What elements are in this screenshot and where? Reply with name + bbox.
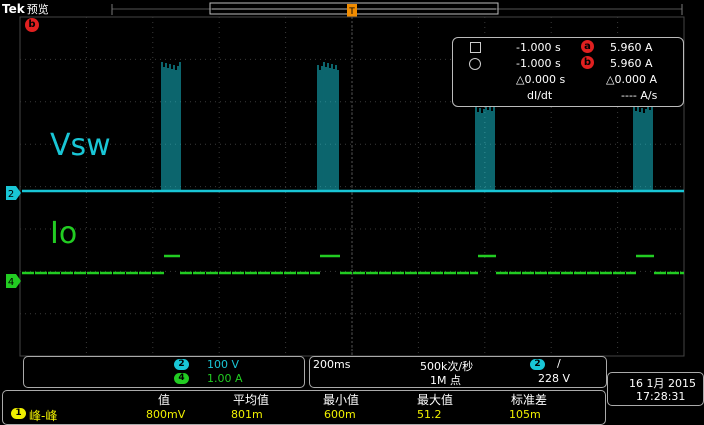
meas-ch1-chip: 1 <box>11 408 26 419</box>
ch4-scale: 1.00 A <box>207 372 243 385</box>
date: 16 1月 2015 <box>629 377 696 390</box>
cursor-a-chip: a <box>581 40 594 53</box>
cursor-a-time: -1.000 s <box>516 41 561 54</box>
trigger-level: 228 V <box>538 372 571 385</box>
meas-value: 800mV <box>146 408 186 421</box>
meas-mean: 801m <box>231 408 263 421</box>
trigger-slope-icon: / <box>557 357 561 370</box>
cursor-delta-time: △0.000 s <box>516 73 566 86</box>
ch2-scale: 100 V <box>207 358 240 371</box>
cursor-b-marker[interactable]: b <box>25 18 39 32</box>
datetime-panel: 16 1月 2015 17:28:31 <box>607 372 704 406</box>
meas-std: 105m <box>509 408 541 421</box>
ch2-ground-marker[interactable]: 2 <box>6 185 22 204</box>
svg-text:4: 4 <box>8 277 14 288</box>
cursor-didt-label: dI/dt <box>527 89 553 102</box>
meas-header-max: 最大值 <box>417 393 454 407</box>
ch2-chip: 2 <box>174 359 189 370</box>
time: 17:28:31 <box>636 390 686 403</box>
brand-logo: Tek <box>2 2 25 16</box>
cursor-b-value: 5.960 A <box>610 57 653 70</box>
ch4-ground-marker[interactable]: 4 <box>6 273 22 292</box>
sample-rate: 500k次/秒 <box>420 360 474 373</box>
vertical-settings-panel[interactable]: 2 100 V 4 1.00 A <box>23 356 305 388</box>
meas-header-min: 最小值 <box>323 393 360 407</box>
meas-header-mean: 平均值 <box>233 393 270 407</box>
meas-max: 51.2 <box>417 408 442 421</box>
cursor-circle-icon <box>469 58 481 70</box>
brand-label: Tek 预览 <box>2 1 49 17</box>
cursor-didt-value: ---- A/s <box>621 89 658 102</box>
svg-text:2: 2 <box>8 189 14 200</box>
cursor-square-icon <box>470 42 481 53</box>
cursor-delta-value: △0.000 A <box>606 73 657 86</box>
ch4-label: Io <box>50 216 78 251</box>
record-length: 1M 点 <box>430 374 461 387</box>
ch4-chip: 4 <box>174 373 189 384</box>
cursor-b-time: -1.000 s <box>516 57 561 70</box>
measurement-panel[interactable]: 值 平均值 最小值 最大值 标准差 1 峰-峰 800mV 801m 600m … <box>2 390 606 425</box>
ch2-label: Vsw <box>50 128 111 163</box>
meas-min: 600m <box>324 408 356 421</box>
meas-header-value: 值 <box>158 393 171 407</box>
cursor-b-chip: b <box>581 56 594 69</box>
svg-text:T: T <box>348 7 355 17</box>
meas-header-std: 标准差 <box>511 393 548 407</box>
timebase: 200ms <box>313 358 351 371</box>
horizontal-trigger-panel[interactable]: 200ms 500k次/秒 1M 点 2 / 228 V <box>309 356 607 388</box>
meas-name: 峰-峰 <box>29 409 58 423</box>
cursor-a-value: 5.960 A <box>610 41 653 54</box>
acquisition-mode: 预览 <box>26 3 49 16</box>
cursor-readout-panel: -1.000 s a 5.960 A -1.000 s b 5.960 A △0… <box>452 37 684 107</box>
trigger-source-chip: 2 <box>530 359 545 370</box>
